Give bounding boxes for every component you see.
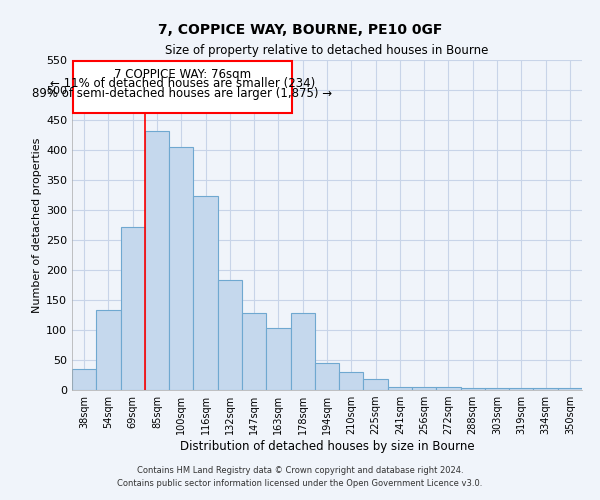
Bar [509, 388, 533, 390]
Bar [558, 388, 582, 390]
Bar [96, 310, 121, 390]
Bar [73, 61, 292, 113]
Bar [412, 387, 436, 390]
Text: Contains public sector information licensed under the Open Government Licence v3: Contains public sector information licen… [118, 478, 482, 488]
Bar [145, 131, 169, 390]
Bar [193, 196, 218, 390]
Text: ← 11% of detached houses are smaller (234): ← 11% of detached houses are smaller (23… [50, 78, 315, 90]
Bar [485, 388, 509, 390]
Bar [290, 313, 315, 390]
Bar [121, 228, 145, 390]
Text: Contains HM Land Registry data © Crown copyright and database right 2024.: Contains HM Land Registry data © Crown c… [137, 466, 463, 475]
Bar [436, 387, 461, 390]
Bar [388, 387, 412, 390]
X-axis label: Distribution of detached houses by size in Bourne: Distribution of detached houses by size … [179, 440, 475, 453]
Text: 7, COPPICE WAY, BOURNE, PE10 0GF: 7, COPPICE WAY, BOURNE, PE10 0GF [158, 22, 442, 36]
Bar [72, 369, 96, 390]
Bar [242, 313, 266, 390]
Bar [218, 280, 242, 390]
Text: 7 COPPICE WAY: 76sqm: 7 COPPICE WAY: 76sqm [114, 68, 251, 81]
Y-axis label: Number of detached properties: Number of detached properties [32, 138, 42, 312]
Title: Size of property relative to detached houses in Bourne: Size of property relative to detached ho… [166, 44, 488, 58]
Bar [315, 363, 339, 390]
Bar [364, 379, 388, 390]
Bar [169, 147, 193, 390]
Bar [533, 388, 558, 390]
Text: 89% of semi-detached houses are larger (1,875) →: 89% of semi-detached houses are larger (… [32, 87, 332, 100]
Bar [266, 328, 290, 390]
Bar [461, 388, 485, 390]
Bar [339, 372, 364, 390]
